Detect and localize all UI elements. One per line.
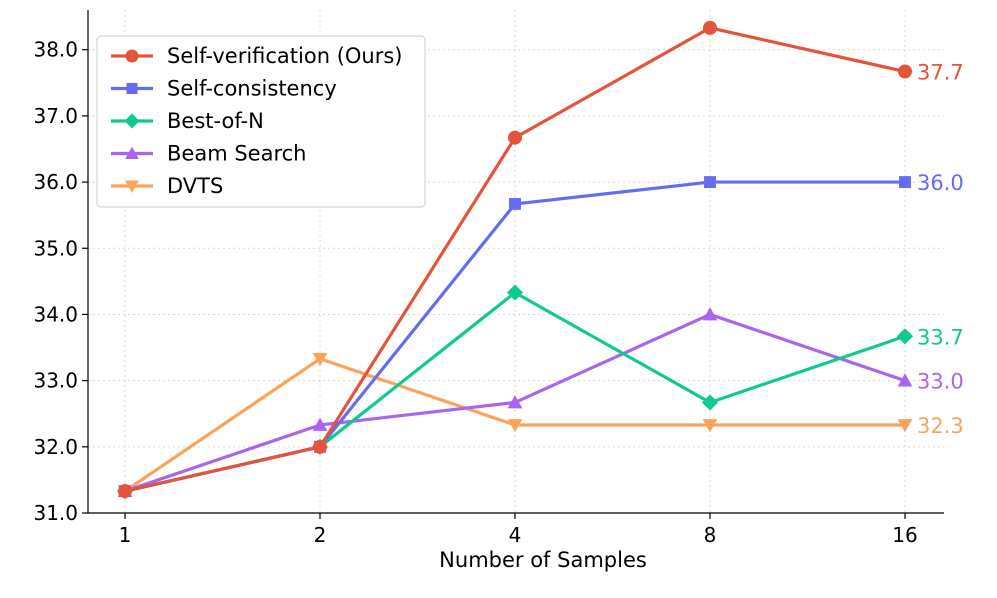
legend: Self-verification (Ours) Self-consistency…: [96, 35, 426, 208]
legend-marker: [125, 180, 139, 193]
end-labels: 37.7 36.0 33.7 33.0 32.3: [917, 61, 964, 438]
data-point: [898, 64, 912, 79]
data-point: [508, 130, 522, 145]
data-point: [702, 307, 718, 321]
y-tick-label: 38.0: [33, 38, 78, 62]
series-4: [117, 352, 913, 499]
series-lines: [116, 20, 914, 500]
legend-entry: DVTS: [111, 174, 223, 198]
data-point: [897, 419, 913, 433]
y-tick-label: 35.0: [33, 236, 78, 260]
legend-label: Best-of-N: [167, 109, 264, 133]
data-point: [703, 20, 717, 35]
legend-label: DVTS: [167, 174, 223, 198]
data-point: [312, 352, 328, 367]
end-value-label: 36.0: [917, 171, 964, 195]
data-point: [701, 394, 719, 411]
legend-marker: [125, 49, 139, 63]
legend-entry: Self-verification (Ours): [111, 44, 403, 68]
legend-marker: [126, 82, 138, 95]
legend-marker: [125, 146, 139, 159]
end-value-label: 37.7: [917, 61, 964, 85]
axes: 1 2 4 8 16 31.0 32.0 33.0 34.0 35.0 36.0 37.0 38.0 Nu…: [33, 10, 944, 572]
y-tick-label: 33.0: [33, 369, 78, 393]
legend-entry: Beam Search: [111, 142, 306, 166]
y-tick-label: 36.0: [33, 170, 78, 194]
data-point: [118, 484, 132, 499]
end-value-label: 32.3: [917, 414, 964, 438]
y-tick-label: 31.0: [33, 501, 78, 525]
data-point: [896, 328, 914, 345]
x-tick-label: 8: [704, 523, 717, 547]
x-tick-label: 1: [119, 523, 132, 547]
data-point: [702, 419, 718, 433]
data-point: [507, 395, 523, 409]
x-tick-label: 4: [509, 523, 522, 547]
legend-label: Beam Search: [167, 142, 306, 166]
x-tick-label: 2: [314, 523, 327, 547]
grid: [88, 10, 944, 514]
legend-entry: Best-of-N: [111, 109, 264, 133]
legend-marker: [124, 113, 140, 129]
y-tick-label: 32.0: [33, 435, 78, 459]
legend-label: Self-consistency: [167, 77, 337, 101]
data-point: [506, 284, 524, 301]
legend-entry: Self-consistency: [111, 77, 337, 101]
x-tick-label: 16: [892, 523, 917, 547]
end-value-label: 33.0: [917, 370, 964, 394]
data-point: [509, 197, 521, 210]
legend-box: [96, 35, 426, 208]
end-value-label: 33.7: [917, 325, 964, 349]
data-point: [313, 439, 327, 454]
y-tick-label: 34.0: [33, 302, 78, 326]
data-point: [507, 419, 523, 433]
data-point: [704, 176, 716, 189]
y-tick-label: 37.0: [33, 104, 78, 128]
x-axis-title: Number of Samples: [439, 548, 647, 572]
legend-label: Self-verification (Ours): [167, 44, 403, 68]
data-point: [899, 176, 911, 189]
data-point: [312, 417, 328, 431]
data-point: [897, 373, 913, 387]
series-0: [118, 20, 912, 499]
